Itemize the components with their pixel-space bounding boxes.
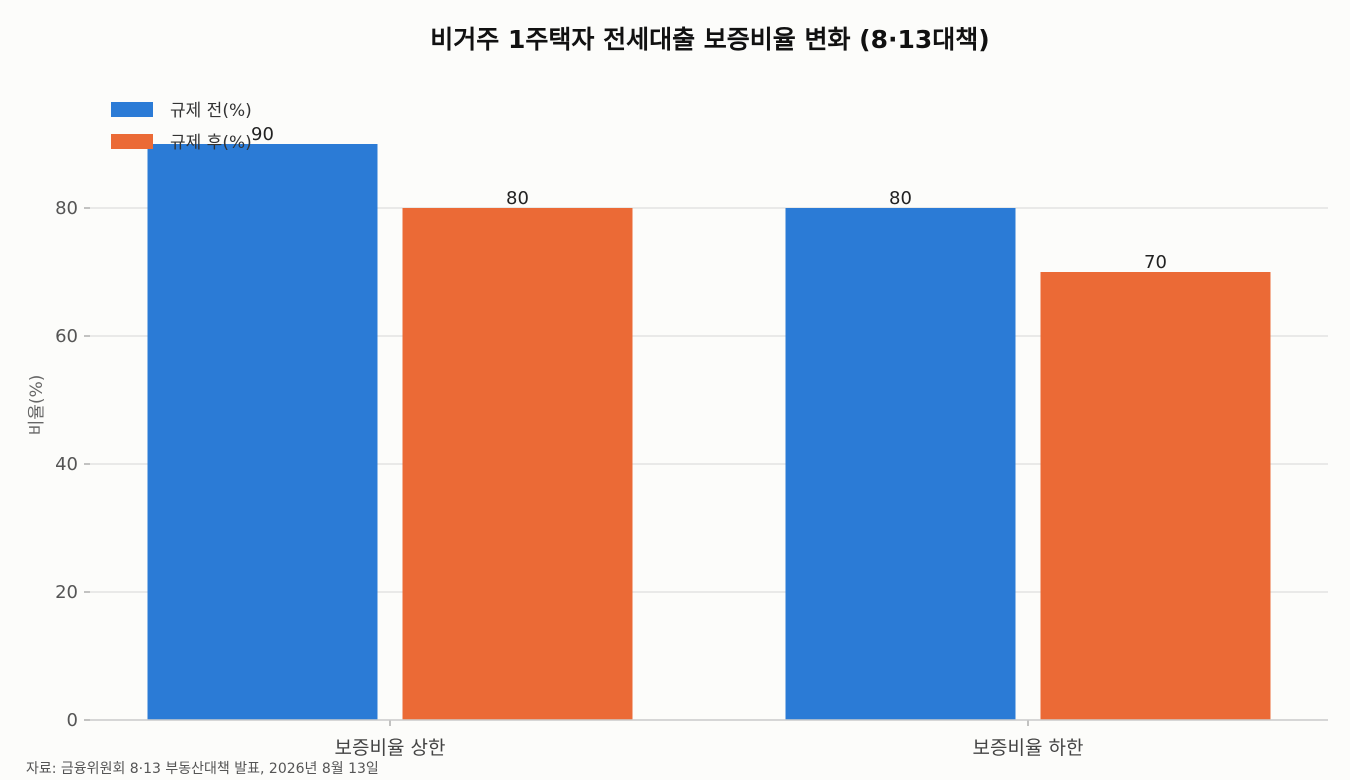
data-label: 80 [889, 188, 912, 209]
y-tick-label: 0 [67, 710, 78, 731]
chart-title: 비거주 1주택자 전세대출 보증비율 변화 (8·13대책) [430, 25, 989, 54]
y-tick-label: 80 [55, 198, 78, 219]
source-note: 자료: 금융위원회 8·13 부동산대책 발표, 2026년 8월 13일 [26, 761, 379, 777]
data-label: 90 [251, 124, 274, 145]
legend-swatch [111, 102, 153, 117]
bar-after-upper [402, 208, 633, 720]
bar-before-upper [147, 144, 378, 720]
y-tick-label: 40 [55, 454, 78, 475]
legend-label: 규제 전(%) [170, 101, 252, 121]
x-axis: 보증비율 상한 보증비율 하한 [90, 719, 1328, 759]
x-tick-label: 보증비율 상한 [335, 737, 446, 759]
data-label: 80 [506, 188, 529, 209]
y-axis: 0 20 40 60 80 [55, 198, 90, 731]
legend: 규제 전(%) 규제 후(%) [111, 101, 252, 153]
bar-after-lower [1040, 272, 1271, 720]
data-labels: 90 80 80 70 [251, 124, 1167, 273]
bars [147, 144, 1271, 720]
y-tick-label: 20 [55, 582, 78, 603]
data-label: 70 [1144, 252, 1167, 273]
legend-swatch [111, 134, 153, 149]
y-axis-label: 비율(%) [27, 375, 47, 436]
bar-before-lower [785, 208, 1016, 720]
x-tick-label: 보증비율 하한 [973, 737, 1084, 759]
y-tick-label: 60 [55, 326, 78, 347]
legend-label: 규제 후(%) [170, 133, 252, 153]
